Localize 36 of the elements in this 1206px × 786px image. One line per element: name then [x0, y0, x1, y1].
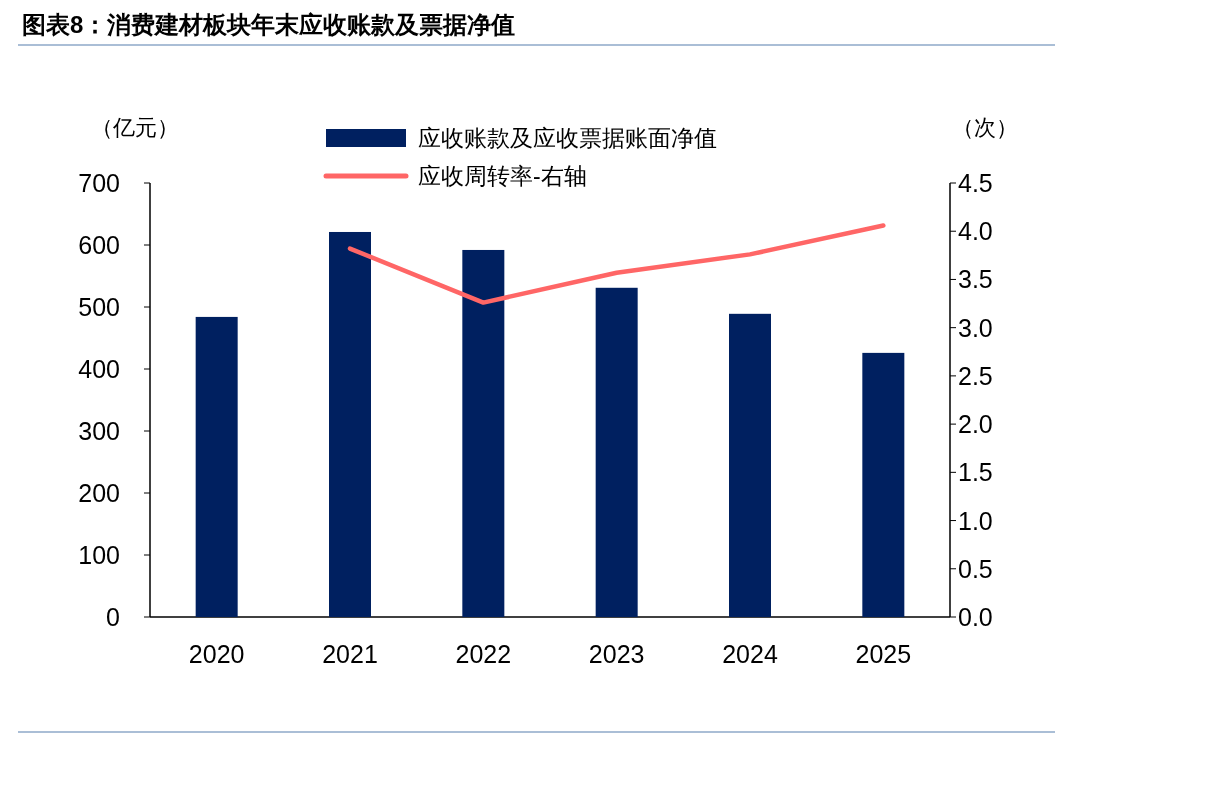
bar — [462, 249, 505, 617]
x-tick-label: 2024 — [722, 640, 778, 668]
y-tick-label: 200 — [78, 479, 120, 507]
bar — [729, 313, 771, 617]
bar — [862, 352, 905, 617]
y-tick-label: 700 — [78, 169, 120, 197]
line-series — [347, 223, 886, 305]
y2-axis-title: （次） — [952, 115, 1018, 140]
y-tick-label: 100 — [78, 541, 120, 569]
y2-tick-label: 1.5 — [958, 458, 993, 487]
x-tick-label: 2021 — [322, 640, 378, 668]
bar — [595, 287, 638, 617]
y2-tick-label: 2.5 — [958, 361, 993, 390]
bar — [329, 231, 371, 617]
bar — [195, 316, 238, 617]
x-tick-label: 2022 — [455, 640, 512, 668]
y-tick-label: 600 — [78, 231, 120, 259]
legend-label: 应收周转率-右轴 — [418, 163, 587, 189]
legend-label: 应收账款及应收票据账面净值 — [418, 125, 717, 151]
y2-tick-label: 1.0 — [958, 506, 993, 535]
y-axis-title: （亿元） — [91, 115, 179, 140]
y-tick-label: 0 — [106, 603, 120, 631]
y-tick-label: 400 — [78, 355, 120, 383]
chart-title: 图表8：消费建材板块年末应收账款及票据净值 — [22, 11, 516, 38]
y2-tick-label: 0.0 — [958, 603, 993, 631]
y-tick-label: 300 — [78, 417, 120, 445]
y2-tick-label: 2.0 — [958, 410, 993, 439]
x-tick-label: 2020 — [188, 640, 245, 668]
y2-tick-label: 3.0 — [958, 313, 993, 342]
x-tick-label: 2023 — [588, 640, 645, 668]
y2-tick-label: 0.5 — [958, 554, 993, 583]
y-tick-label: 500 — [78, 293, 120, 321]
y2-tick-label: 4.0 — [958, 217, 993, 246]
y2-tick-label: 3.5 — [958, 265, 993, 294]
y2-tick-label: 4.5 — [958, 169, 993, 197]
x-tick-label: 2025 — [855, 640, 912, 668]
